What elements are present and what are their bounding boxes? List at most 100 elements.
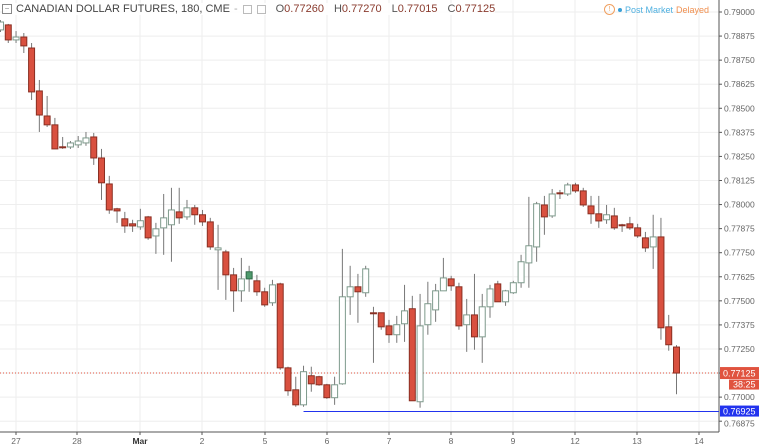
candle <box>136 208 144 230</box>
price-tick-label: 0.78000 <box>724 200 755 210</box>
candle-body-down <box>610 215 618 229</box>
candle-body-down <box>579 190 587 206</box>
candle <box>323 383 331 399</box>
candle <box>416 293 424 408</box>
candle-body-down <box>222 251 230 276</box>
time-tick-label: 7 <box>387 436 392 446</box>
candle-body-down <box>28 47 36 93</box>
candle-body-up <box>478 306 486 338</box>
candle-body-down <box>144 216 152 239</box>
candle <box>292 376 300 407</box>
candle-body-down <box>51 124 59 150</box>
candle-body-up <box>401 310 409 325</box>
candle <box>152 222 160 254</box>
candle <box>237 257 245 302</box>
candle-body-down <box>571 184 579 192</box>
candle-body-up <box>268 284 276 304</box>
candle <box>315 375 323 386</box>
candle <box>478 293 486 363</box>
candle-body-down <box>540 204 548 218</box>
price-tick-label: 0.77625 <box>724 272 755 282</box>
candle-body-down <box>199 214 207 223</box>
candle <box>556 189 564 199</box>
candle-body-down <box>230 274 238 292</box>
price-tick-label: 0.77500 <box>724 296 755 306</box>
candle <box>12 31 20 44</box>
symbol-title[interactable]: CANADIAN DOLLAR FUTURES, 180, CME <box>16 3 230 15</box>
candle <box>90 132 98 165</box>
candle <box>494 280 502 303</box>
candle-body-up <box>338 296 346 385</box>
candle <box>191 204 199 225</box>
ohlc-open: O0.77260 <box>275 3 324 15</box>
candle <box>657 217 665 340</box>
visibility-box-icon[interactable] <box>256 4 266 14</box>
chart-header: − CANADIAN DOLLAR FUTURES, 180, CME - O0… <box>2 3 496 15</box>
settings-box-icon[interactable] <box>242 4 252 14</box>
candle <box>331 376 339 405</box>
candle <box>470 273 478 350</box>
candle <box>167 187 175 262</box>
time-tick-label: 6 <box>325 436 330 446</box>
candle-body-up <box>74 140 82 146</box>
candle-body-down <box>276 283 284 369</box>
candle <box>564 182 572 196</box>
warning-icon[interactable]: ! <box>603 4 615 15</box>
candle-body-down <box>657 236 665 329</box>
time-tick-label: 28 <box>72 436 82 446</box>
time-tick-label: 27 <box>11 436 21 446</box>
candle-body-up <box>533 203 541 248</box>
candle-body-up <box>167 209 175 226</box>
candle <box>455 282 463 330</box>
candle-body-up <box>66 142 74 148</box>
candle <box>571 182 579 193</box>
candle <box>74 136 82 148</box>
candle-body-down <box>556 192 564 195</box>
candle-body-down <box>315 376 323 386</box>
price-tick-label: 0.78875 <box>724 31 755 41</box>
candle <box>447 275 455 291</box>
candle <box>665 314 673 351</box>
time-tick-label: 9 <box>511 436 516 446</box>
price-tick-label: 0.78125 <box>724 175 755 185</box>
candle <box>610 207 618 230</box>
price-tick-label: 0.79000 <box>724 7 755 17</box>
candle <box>222 249 230 300</box>
candle-body-down <box>59 146 67 149</box>
price-tick-label: 0.77250 <box>724 344 755 354</box>
title-dash: - <box>233 3 238 15</box>
price-tick-label: 0.78750 <box>724 55 755 65</box>
candle-body-up <box>649 236 657 248</box>
candle-body-down <box>20 36 28 47</box>
price-tick-label: 0.78250 <box>724 151 755 161</box>
candle-body-down <box>672 346 680 374</box>
candle <box>82 131 90 146</box>
candle <box>175 187 183 224</box>
candle-body-up <box>548 193 556 217</box>
candle <box>649 214 657 269</box>
minus-square-icon[interactable]: − <box>2 4 12 14</box>
candle <box>432 283 440 322</box>
candle <box>35 79 43 132</box>
candle-body-up <box>0 21 4 31</box>
candle-body-down <box>665 326 673 346</box>
candle <box>206 217 214 250</box>
candle <box>268 279 276 306</box>
candle-body-down <box>113 208 121 212</box>
candle-body-up <box>517 261 525 284</box>
candle <box>603 204 611 224</box>
candle-body-down <box>470 314 478 338</box>
candle <box>121 211 129 233</box>
candle-body-up <box>245 271 253 280</box>
candle-body-up <box>463 314 471 326</box>
candle-body-down <box>494 283 502 303</box>
candle <box>401 284 409 342</box>
candle <box>362 265 370 297</box>
candle-body-up <box>237 278 245 292</box>
candle <box>300 365 308 407</box>
candle-body-down <box>354 286 362 293</box>
candle-body-up <box>525 245 533 264</box>
countdown-label: 38:25 <box>733 380 756 390</box>
candle-body-down <box>323 384 331 399</box>
